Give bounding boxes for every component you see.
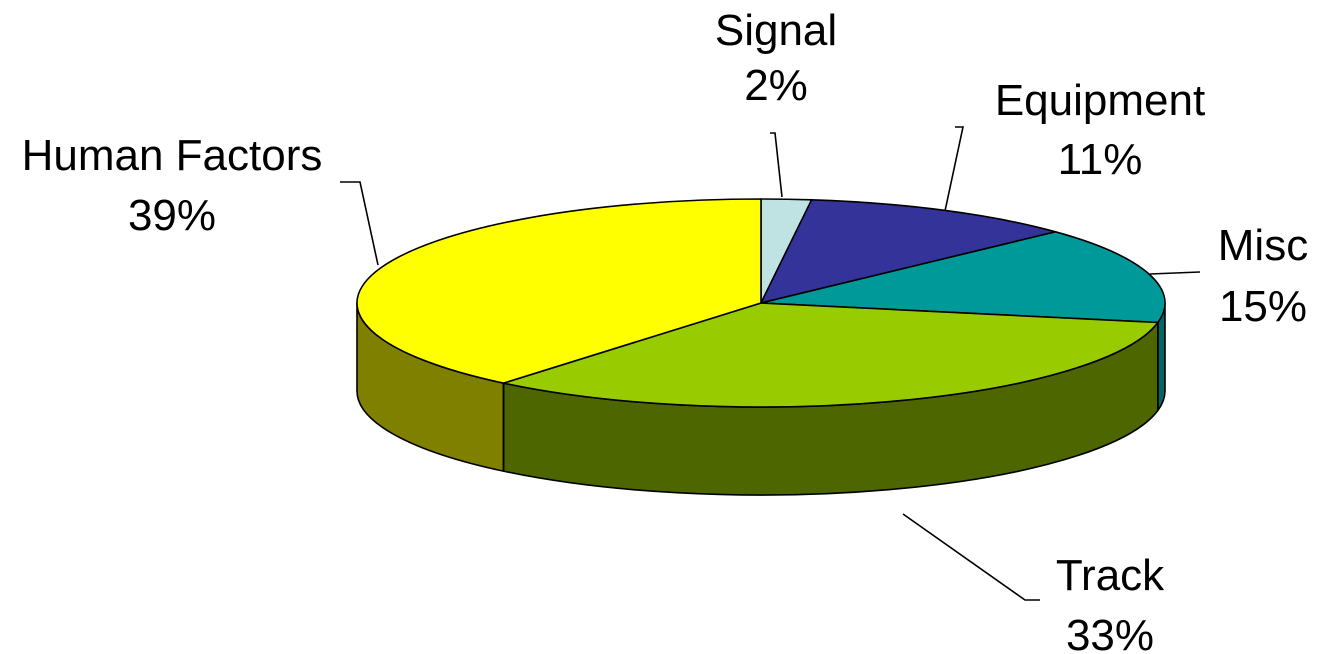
data-value-signal: 2%: [744, 61, 808, 110]
leader-lines: [340, 126, 1201, 601]
slice-human-factors: [356, 198, 762, 384]
data-label-signal: Signal: [715, 6, 837, 55]
leader-line-equipment: [944, 126, 964, 212]
data-label-track: Track: [1056, 551, 1165, 600]
data-value-track: 33%: [1066, 611, 1154, 654]
leader-line-human-factors: [340, 181, 379, 266]
data-label-equipment: Equipment: [995, 76, 1205, 125]
leader-line-misc: [1149, 271, 1201, 275]
leader-line-track: [902, 513, 1040, 601]
data-value-equipment: 11%: [1058, 135, 1143, 184]
data-label-human-factors: Human Factors: [22, 131, 323, 180]
data-labels: Signal 2% Equipment 11% Misc 15% Track 33% Human…: [22, 6, 1309, 654]
pie-slices: [356, 198, 1166, 408]
data-value-human-factors: 39%: [128, 191, 216, 240]
leader-line-signal: [770, 132, 783, 198]
data-label-misc: Misc: [1218, 221, 1308, 270]
data-value-misc: 15%: [1219, 282, 1307, 331]
slice-track: [502, 302, 1159, 408]
slice-misc: [760, 231, 1166, 324]
